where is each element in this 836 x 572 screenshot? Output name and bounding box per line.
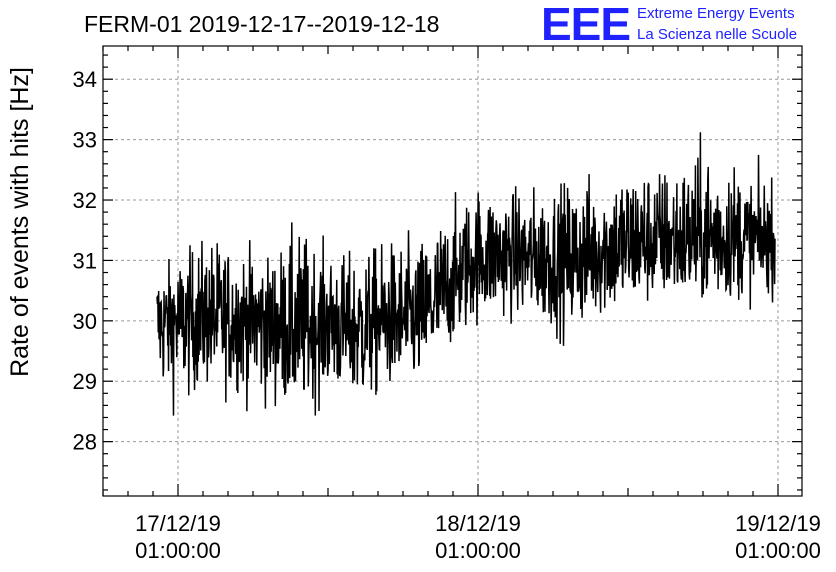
logo-line-1: Extreme Energy Events (637, 5, 795, 22)
axis-ticks (102, 46, 802, 496)
y-tick-label: 32 (73, 188, 97, 213)
y-tick-label: 29 (73, 369, 97, 394)
y-axis-label: Rate of events with hits [Hz] (6, 67, 34, 377)
y-tick-label: 33 (73, 128, 97, 153)
y-tick-label: 31 (73, 248, 97, 273)
data-series (156, 132, 776, 416)
logo-letters: EEE (541, 0, 630, 50)
x-tick-time: 01:00:00 (435, 538, 521, 563)
series-line (156, 132, 776, 416)
y-tick-labels: 28 29 30 31 32 33 34 (73, 67, 97, 454)
y-tick-label: 34 (73, 67, 97, 92)
x-tick-date: 19/12/19 (735, 511, 821, 536)
chart-title: FERM-01 2019-12-17--2019-12-18 (84, 11, 439, 37)
eee-logo: EEE Extreme Energy Events La Scienza nel… (541, 0, 797, 50)
y-tick-label: 28 (73, 430, 97, 455)
x-tick-labels: 17/12/1901:00:0018/12/1901:00:0019/12/19… (135, 511, 821, 563)
x-tick-time: 01:00:00 (735, 538, 821, 563)
x-tick-date: 17/12/19 (135, 511, 221, 536)
logo-line-2: La Scienza nelle Scuole (637, 26, 797, 43)
y-tick-label: 30 (73, 309, 97, 334)
x-tick-time: 01:00:00 (135, 538, 221, 563)
x-tick-date: 18/12/19 (435, 511, 521, 536)
